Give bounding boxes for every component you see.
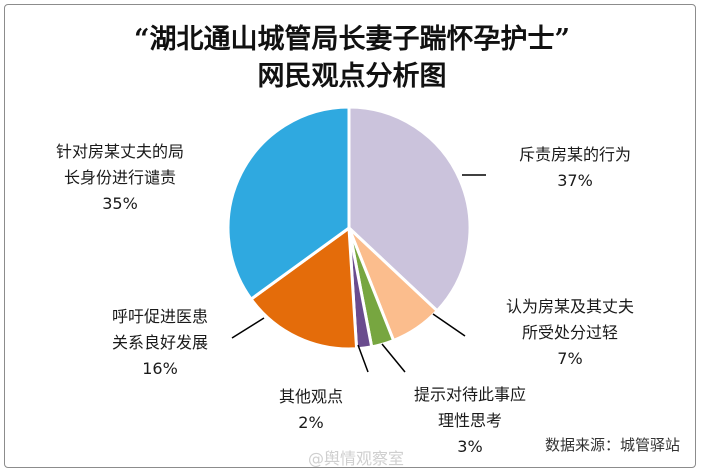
watermark-source: 数据来源：城管驿站 — [545, 436, 680, 454]
chart-subtitle: 网民观点分析图 — [258, 61, 447, 92]
slice-label-5-0: 针对房某丈夫的局 — [56, 142, 184, 161]
slice-value-label-0: 37% — [557, 171, 593, 190]
slice-label-2-0: 提示对待此事应 — [414, 385, 526, 404]
slice-value-label-2: 3% — [457, 437, 482, 456]
slice-label-4-0: 呼吁促进医患 — [112, 307, 208, 326]
chart-frame — [4, 4, 696, 468]
slice-value-label-5: 35% — [102, 194, 138, 213]
slice-label-5-1: 长身份进行谴责 — [64, 168, 176, 187]
pie-slice-4 — [249, 225, 359, 351]
pie-slice-0 — [347, 105, 472, 313]
leader-lines — [231, 174, 486, 373]
watermark-center: @舆情观察室 — [308, 449, 404, 468]
slice-value-label-4: 16% — [142, 359, 178, 378]
slice-label-1-0: 认为房某及其丈夫 — [506, 297, 634, 316]
slice-label-1-1: 所受处分过轻 — [522, 323, 618, 342]
leader-line-4 — [231, 317, 265, 339]
slice-label-4-1: 关系良好发展 — [112, 333, 208, 352]
leader-line-3 — [357, 344, 369, 373]
slice-label-2-1: 理性思考 — [438, 411, 502, 430]
pie-slice-5 — [226, 105, 351, 302]
chart-title: “湖北通山城管局长妻子踹怀孕护士” — [134, 24, 570, 55]
slice-label-0-0: 斥责房某的行为 — [519, 145, 631, 164]
slice-value-label-1: 7% — [557, 349, 582, 368]
pie-slices — [226, 105, 472, 351]
slice-label-3-0: 其他观点 — [279, 387, 343, 406]
leader-line-1 — [432, 313, 466, 337]
leader-line-2 — [381, 343, 406, 373]
slice-value-label-3: 2% — [298, 413, 323, 432]
